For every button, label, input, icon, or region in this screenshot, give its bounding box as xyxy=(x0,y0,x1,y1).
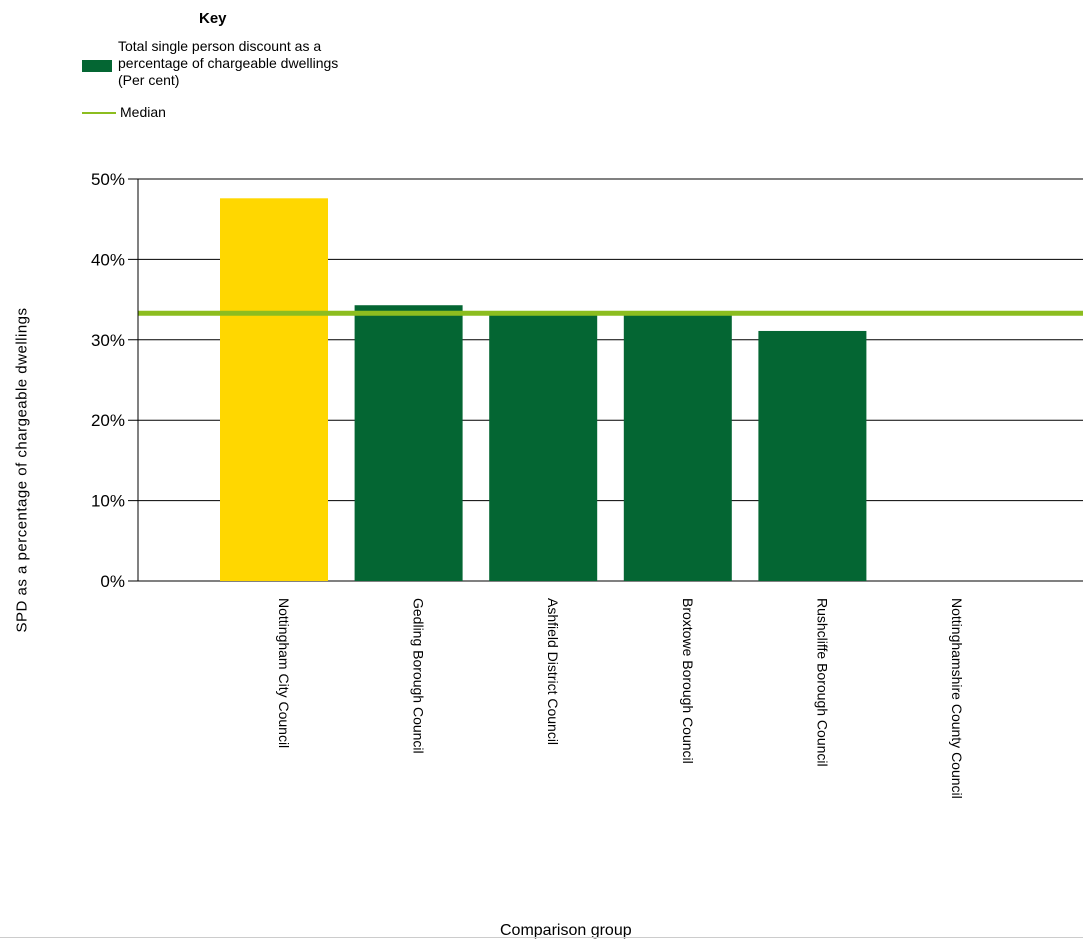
y-tick-label: 40% xyxy=(91,250,125,269)
y-tick-labels: 0% 10% 20% 30% 40% 50% xyxy=(91,170,125,591)
legend-bar-label: Total single person discount as a percen… xyxy=(118,38,339,88)
x-tick-label: Rushcliffe Borough Council xyxy=(814,598,830,767)
x-tick-label: Broxtowe Borough Council xyxy=(680,598,696,764)
x-tick-label: Nottinghamshire County Council xyxy=(949,598,965,799)
bar xyxy=(354,305,463,581)
x-tick-label: Nottingham City Council xyxy=(276,598,292,748)
bottom-divider xyxy=(0,937,1083,938)
y-tick-label: 10% xyxy=(91,492,125,511)
y-tick-label: 30% xyxy=(91,331,125,350)
legend-median-label: Median xyxy=(120,104,166,120)
bars xyxy=(220,198,867,581)
bar xyxy=(623,313,732,581)
x-tick-label: Gedling Borough Council xyxy=(411,598,427,754)
y-tick-label: 0% xyxy=(100,572,125,591)
bar xyxy=(220,198,328,581)
x-tick-labels: Nottingham City Council Gedling Borough C… xyxy=(276,598,965,799)
y-axis-title: SPD as a percentage of chargeable dwelli… xyxy=(13,307,31,633)
bar xyxy=(489,313,598,581)
x-axis-title: Comparison group xyxy=(500,922,632,939)
y-tick-label: 20% xyxy=(91,411,125,430)
legend-median-swatch xyxy=(82,112,116,114)
legend-title: Key xyxy=(199,10,227,27)
y-tick-label: 50% xyxy=(91,170,125,189)
legend-bar-swatch xyxy=(82,60,112,72)
bar xyxy=(758,330,867,581)
x-tick-label: Ashfield District Council xyxy=(545,598,561,745)
